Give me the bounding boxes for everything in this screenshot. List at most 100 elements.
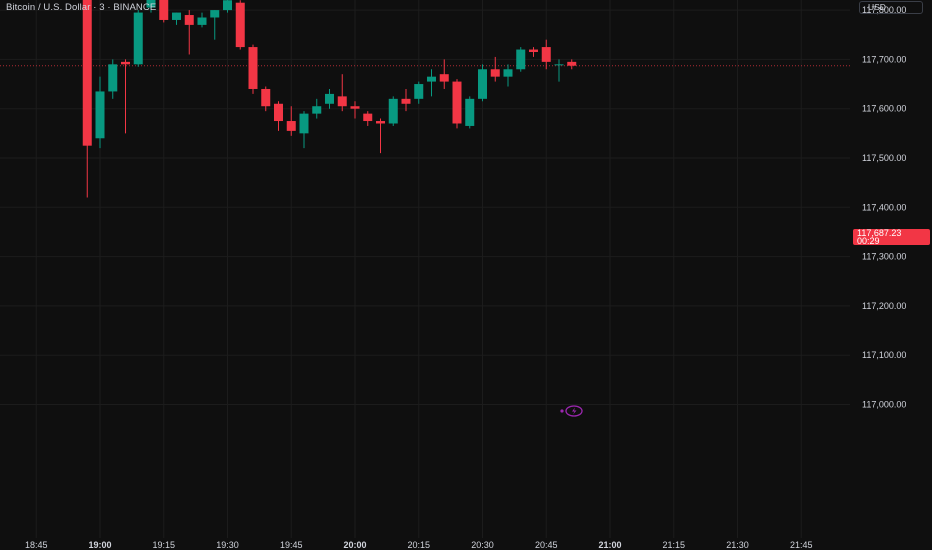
price-axis[interactable]: 118,500.00118,400.00118,300.00118,200.00…: [862, 0, 906, 410]
candle-body: [223, 0, 232, 11]
time-tick-label: 18:45: [25, 540, 48, 550]
candle: [172, 12, 181, 25]
candle-body: [197, 17, 207, 25]
candle: [490, 56, 500, 82]
price-tick-label: 117,300.00: [862, 252, 906, 262]
candle-body: [95, 91, 105, 139]
candle-body: [414, 84, 424, 99]
candle: [439, 59, 449, 89]
time-tick-label: 21:00: [598, 540, 621, 550]
candle-body: [465, 98, 475, 126]
candle-body: [325, 93, 334, 104]
candle-body: [401, 98, 411, 104]
candle: [516, 47, 526, 72]
lightning-icon[interactable]: [558, 405, 586, 417]
currency-button[interactable]: USD: [859, 1, 923, 14]
candle-body: [427, 76, 436, 82]
bar-countdown: 00:29: [857, 236, 880, 246]
candle-body: [567, 61, 577, 66]
price-tick-label: 117,500.00: [862, 153, 906, 163]
price-tick-label: 117,000.00: [862, 400, 906, 410]
candle-body: [299, 113, 309, 134]
candle-body: [286, 121, 296, 131]
candle: [554, 59, 564, 82]
time-tick-label: 20:15: [407, 540, 430, 550]
candle: [159, 0, 169, 23]
candles: [82, 0, 577, 198]
candle: [210, 10, 220, 40]
price-tick-label: 117,400.00: [862, 202, 906, 212]
candle-body: [439, 74, 449, 82]
candle-body: [184, 15, 194, 25]
candle-body: [146, 0, 156, 8]
candle-body: [350, 106, 360, 109]
candle: [567, 59, 577, 70]
time-tick-label: 19:45: [280, 540, 303, 550]
candle-body: [529, 49, 538, 53]
time-tick-label: 20:00: [343, 540, 366, 550]
candle: [197, 12, 207, 28]
candle: [325, 88, 334, 109]
symbol-title[interactable]: Bitcoin / U.S. Dollar · 3 · BINANCE: [6, 2, 157, 13]
candle-body: [541, 47, 551, 62]
candle: [299, 111, 309, 149]
candle-body: [388, 98, 398, 124]
price-tick-label: 117,800.00: [862, 5, 906, 15]
time-tick-label: 21:30: [726, 540, 749, 550]
grid-lines: [0, 0, 850, 538]
time-tick-label: 20:30: [471, 540, 494, 550]
candle: [350, 101, 360, 119]
price-tick-label: 117,700.00: [862, 54, 906, 64]
candle: [503, 64, 513, 87]
candle: [529, 47, 538, 57]
candle-body: [235, 2, 245, 48]
time-tick-label: 19:15: [152, 540, 175, 550]
candle-body: [554, 64, 564, 66]
candle: [133, 10, 143, 67]
candle-body: [452, 81, 462, 124]
candle: [223, 0, 232, 13]
time-tick-label: 21:15: [662, 540, 685, 550]
candle-body: [108, 64, 118, 92]
candle: [465, 96, 475, 129]
candle: [414, 81, 424, 104]
time-axis[interactable]: 18:45 19:00 19:15 19:30 19:45 20:00 20:15 20:30…: [25, 540, 813, 550]
candle-body: [516, 49, 526, 70]
candle: [541, 39, 551, 70]
candle: [337, 74, 347, 112]
candle-body: [376, 121, 385, 124]
candle: [478, 64, 487, 102]
time-tick-label: 19:30: [216, 540, 239, 550]
price-tick-label: 117,200.00: [862, 301, 906, 311]
candle: [376, 118, 385, 154]
candle-body: [312, 106, 322, 114]
candle-body: [337, 96, 347, 107]
candle-body: [210, 10, 220, 18]
candle-body: [503, 69, 513, 77]
time-tick-label: 21:45: [790, 540, 813, 550]
candle: [274, 101, 283, 131]
candle-body: [133, 12, 143, 65]
candle-body: [172, 12, 181, 20]
last-price-label: 117,687.23: [857, 228, 902, 238]
price-tick-label: 117,600.00: [862, 104, 906, 114]
candle: [235, 0, 245, 50]
candle-body: [82, 0, 92, 146]
candle: [286, 106, 296, 136]
price-tick-label: 117,100.00: [862, 350, 906, 360]
candle-body: [121, 61, 130, 65]
candle-body: [248, 47, 258, 89]
candle: [388, 96, 398, 126]
candle-body: [490, 69, 500, 77]
candle: [82, 0, 92, 198]
candle: [146, 0, 156, 13]
candle: [261, 86, 271, 112]
candle: [95, 76, 105, 149]
candle-body: [261, 88, 271, 107]
time-tick-label: 20:45: [535, 540, 558, 550]
candle: [184, 10, 194, 55]
candle: [427, 69, 436, 97]
candle: [312, 98, 322, 119]
candle-body: [478, 69, 487, 99]
